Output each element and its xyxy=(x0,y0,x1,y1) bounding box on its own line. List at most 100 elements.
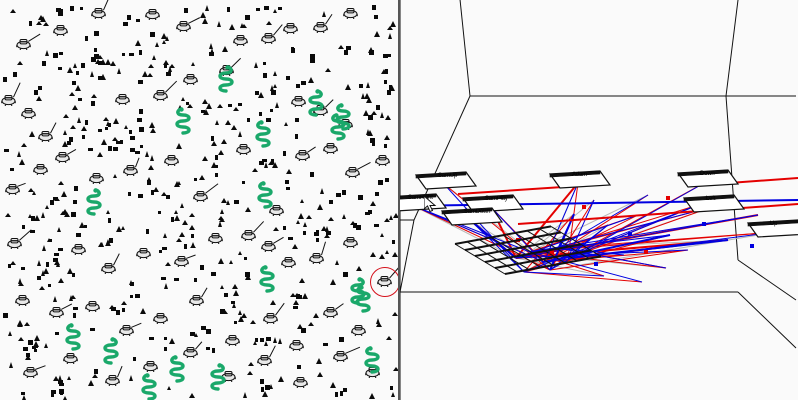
obstacle-dot xyxy=(211,272,217,277)
agent-sprite[interactable] xyxy=(21,107,36,119)
agent-sprite[interactable] xyxy=(269,204,284,216)
agent-sprite[interactable] xyxy=(295,149,310,161)
obstacle-dot xyxy=(173,210,178,215)
obstacle-dot xyxy=(193,177,197,181)
agent-sprite[interactable] xyxy=(55,151,70,163)
agent-sprite[interactable] xyxy=(345,166,360,178)
agent-sprite[interactable] xyxy=(333,350,348,362)
agent-sprite[interactable] xyxy=(143,360,158,372)
agent-sprite[interactable] xyxy=(119,324,134,336)
agent-sprite[interactable] xyxy=(53,24,68,36)
agent-sprite[interactable] xyxy=(176,20,191,32)
obstacle-dot xyxy=(96,54,103,59)
obstacle-dot xyxy=(57,248,63,252)
agent-sprite[interactable] xyxy=(189,294,204,306)
grid-lattice-node[interactable] xyxy=(454,225,602,275)
agent-sprite[interactable] xyxy=(193,190,208,202)
agent-sprite[interactable] xyxy=(375,154,390,166)
agent-sprite[interactable] xyxy=(281,256,296,268)
obstacle-dot xyxy=(139,126,145,132)
agent-sprite[interactable] xyxy=(323,142,338,154)
snake-entity[interactable] xyxy=(98,337,120,367)
agent-sprite[interactable] xyxy=(115,93,130,105)
agent-sprite[interactable] xyxy=(309,252,324,264)
agent-sprite[interactable] xyxy=(101,262,116,274)
agent-sprite[interactable] xyxy=(38,130,53,142)
agent-sprite[interactable] xyxy=(16,38,31,50)
agent-sprite[interactable] xyxy=(136,247,151,259)
agent-sprite[interactable] xyxy=(225,334,240,346)
snake-entity[interactable] xyxy=(213,65,235,95)
agent-sprite[interactable] xyxy=(365,366,380,378)
agent-sprite[interactable] xyxy=(63,352,78,364)
edge-weight-marker xyxy=(750,244,754,248)
snake-entity[interactable] xyxy=(256,181,278,211)
agent-sprite[interactable] xyxy=(89,172,104,184)
obstacle-dot xyxy=(166,71,171,76)
agent-sprite[interactable] xyxy=(289,339,304,351)
agent-sprite[interactable] xyxy=(33,163,48,175)
agent-sprite[interactable] xyxy=(343,7,358,19)
obstacle-dot xyxy=(370,137,376,143)
graph-view-3d-panel[interactable]: SamUp SamRight SamPlay SamDown Adam Down Left U… xyxy=(398,0,798,400)
agent-sprite[interactable] xyxy=(257,354,272,366)
agent-sprite[interactable] xyxy=(153,312,168,324)
agent-sprite[interactable] xyxy=(313,21,328,33)
agent-sprite[interactable] xyxy=(5,183,20,195)
snake-entity[interactable] xyxy=(140,373,162,400)
snake-entity[interactable] xyxy=(64,323,86,353)
agent-sprite[interactable] xyxy=(343,236,358,248)
agent-sprite[interactable] xyxy=(283,22,298,34)
agent-sprite[interactable] xyxy=(291,95,306,107)
agent-sprite[interactable] xyxy=(71,243,86,255)
snake-entity[interactable] xyxy=(354,285,376,315)
snake-entity[interactable] xyxy=(254,120,276,150)
agent-sprite[interactable] xyxy=(261,32,276,44)
agent-sprite[interactable] xyxy=(293,376,308,388)
snake-entity[interactable] xyxy=(168,355,190,385)
snake-entity[interactable] xyxy=(303,89,325,119)
agent-sprite[interactable] xyxy=(164,154,179,166)
snake-entity[interactable] xyxy=(329,113,351,143)
agent-sprite[interactable] xyxy=(7,237,22,249)
snake-entity[interactable] xyxy=(205,363,227,393)
agent-sprite[interactable] xyxy=(323,306,338,318)
agent-sprite[interactable] xyxy=(145,8,160,20)
agent-sprite[interactable] xyxy=(233,34,248,46)
panel-divider[interactable] xyxy=(398,0,400,400)
obstacle-dot xyxy=(181,96,185,101)
tactical-map-2d-panel[interactable] xyxy=(0,0,398,400)
obstacle-dot xyxy=(270,158,274,164)
agent-sprite[interactable] xyxy=(241,229,256,241)
agent-sprite[interactable] xyxy=(261,240,276,252)
snake-entity[interactable] xyxy=(334,103,356,133)
snake-entity[interactable] xyxy=(174,107,196,137)
agent-sprite[interactable] xyxy=(183,346,198,358)
obstacle-dot xyxy=(53,258,59,262)
agent-sprite[interactable] xyxy=(23,366,38,378)
agent-sprite[interactable] xyxy=(153,89,168,101)
agent-sprite[interactable] xyxy=(85,300,100,312)
agent-sprite[interactable] xyxy=(49,306,64,318)
agent-sprite[interactable] xyxy=(263,312,278,324)
agent-sprite[interactable] xyxy=(1,94,16,106)
agent-sprite[interactable] xyxy=(15,294,30,306)
obstacle-dot xyxy=(109,61,116,67)
selected-agent-ring[interactable] xyxy=(370,267,398,297)
agent-sprite[interactable] xyxy=(208,232,223,244)
obstacle-dot xyxy=(169,337,175,344)
agent-sprite[interactable] xyxy=(351,324,366,336)
agent-sprite[interactable] xyxy=(105,374,120,386)
snake-entity[interactable] xyxy=(363,346,385,376)
graph-edge xyxy=(413,205,545,263)
obstacle-dot xyxy=(163,65,167,68)
snake-entity[interactable] xyxy=(81,188,103,218)
agent-sprite[interactable] xyxy=(183,73,198,85)
agent-sprite[interactable] xyxy=(123,164,138,176)
obstacle-dot xyxy=(57,67,62,71)
tactical-map-canvas[interactable] xyxy=(0,0,398,400)
agent-sprite[interactable] xyxy=(174,255,189,267)
agent-sprite[interactable] xyxy=(91,7,106,19)
agent-sprite[interactable] xyxy=(236,143,251,155)
snake-entity[interactable] xyxy=(258,265,280,295)
